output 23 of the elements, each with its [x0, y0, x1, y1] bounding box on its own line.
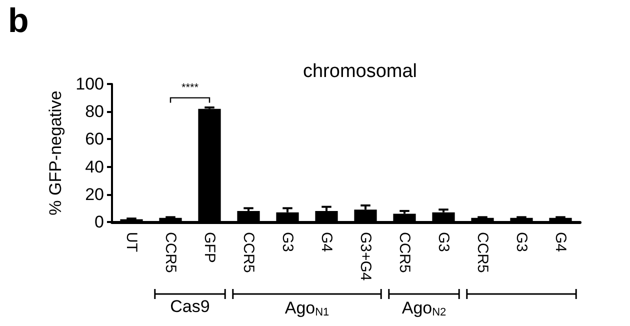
annotation: ****	[181, 82, 200, 94]
x-tick-label: GFP	[201, 232, 218, 263]
x-tick-label: CCR5	[396, 232, 413, 273]
y-axis-title: % GFP-negative	[46, 90, 65, 216]
y-tick-label: 20	[85, 184, 104, 204]
x-tick-label: CCR5	[240, 232, 257, 273]
x-tick-label: CCR5	[162, 232, 179, 273]
x-tick-label: G3	[279, 232, 296, 252]
text: Cas9	[170, 297, 210, 316]
y-tick-label: 100	[76, 74, 104, 94]
y-tick-label: 0	[94, 212, 104, 232]
chart-title: chromosomal	[302, 61, 418, 82]
x-tick-label: CCR5	[474, 232, 491, 273]
y-tick-label: 40	[85, 157, 104, 176]
x-tick-label: G3+G4	[357, 232, 374, 281]
y-tick-label: 60	[85, 130, 104, 149]
text: b	[8, 2, 29, 40]
x-tick-label: G4	[318, 232, 335, 252]
y-tick-label: 80	[85, 102, 104, 122]
x-tick-label: G3	[513, 232, 530, 252]
x-tick-label: G4	[552, 232, 569, 252]
x-tick-label: G3	[435, 232, 452, 252]
x-tick-label: UT	[123, 232, 140, 252]
